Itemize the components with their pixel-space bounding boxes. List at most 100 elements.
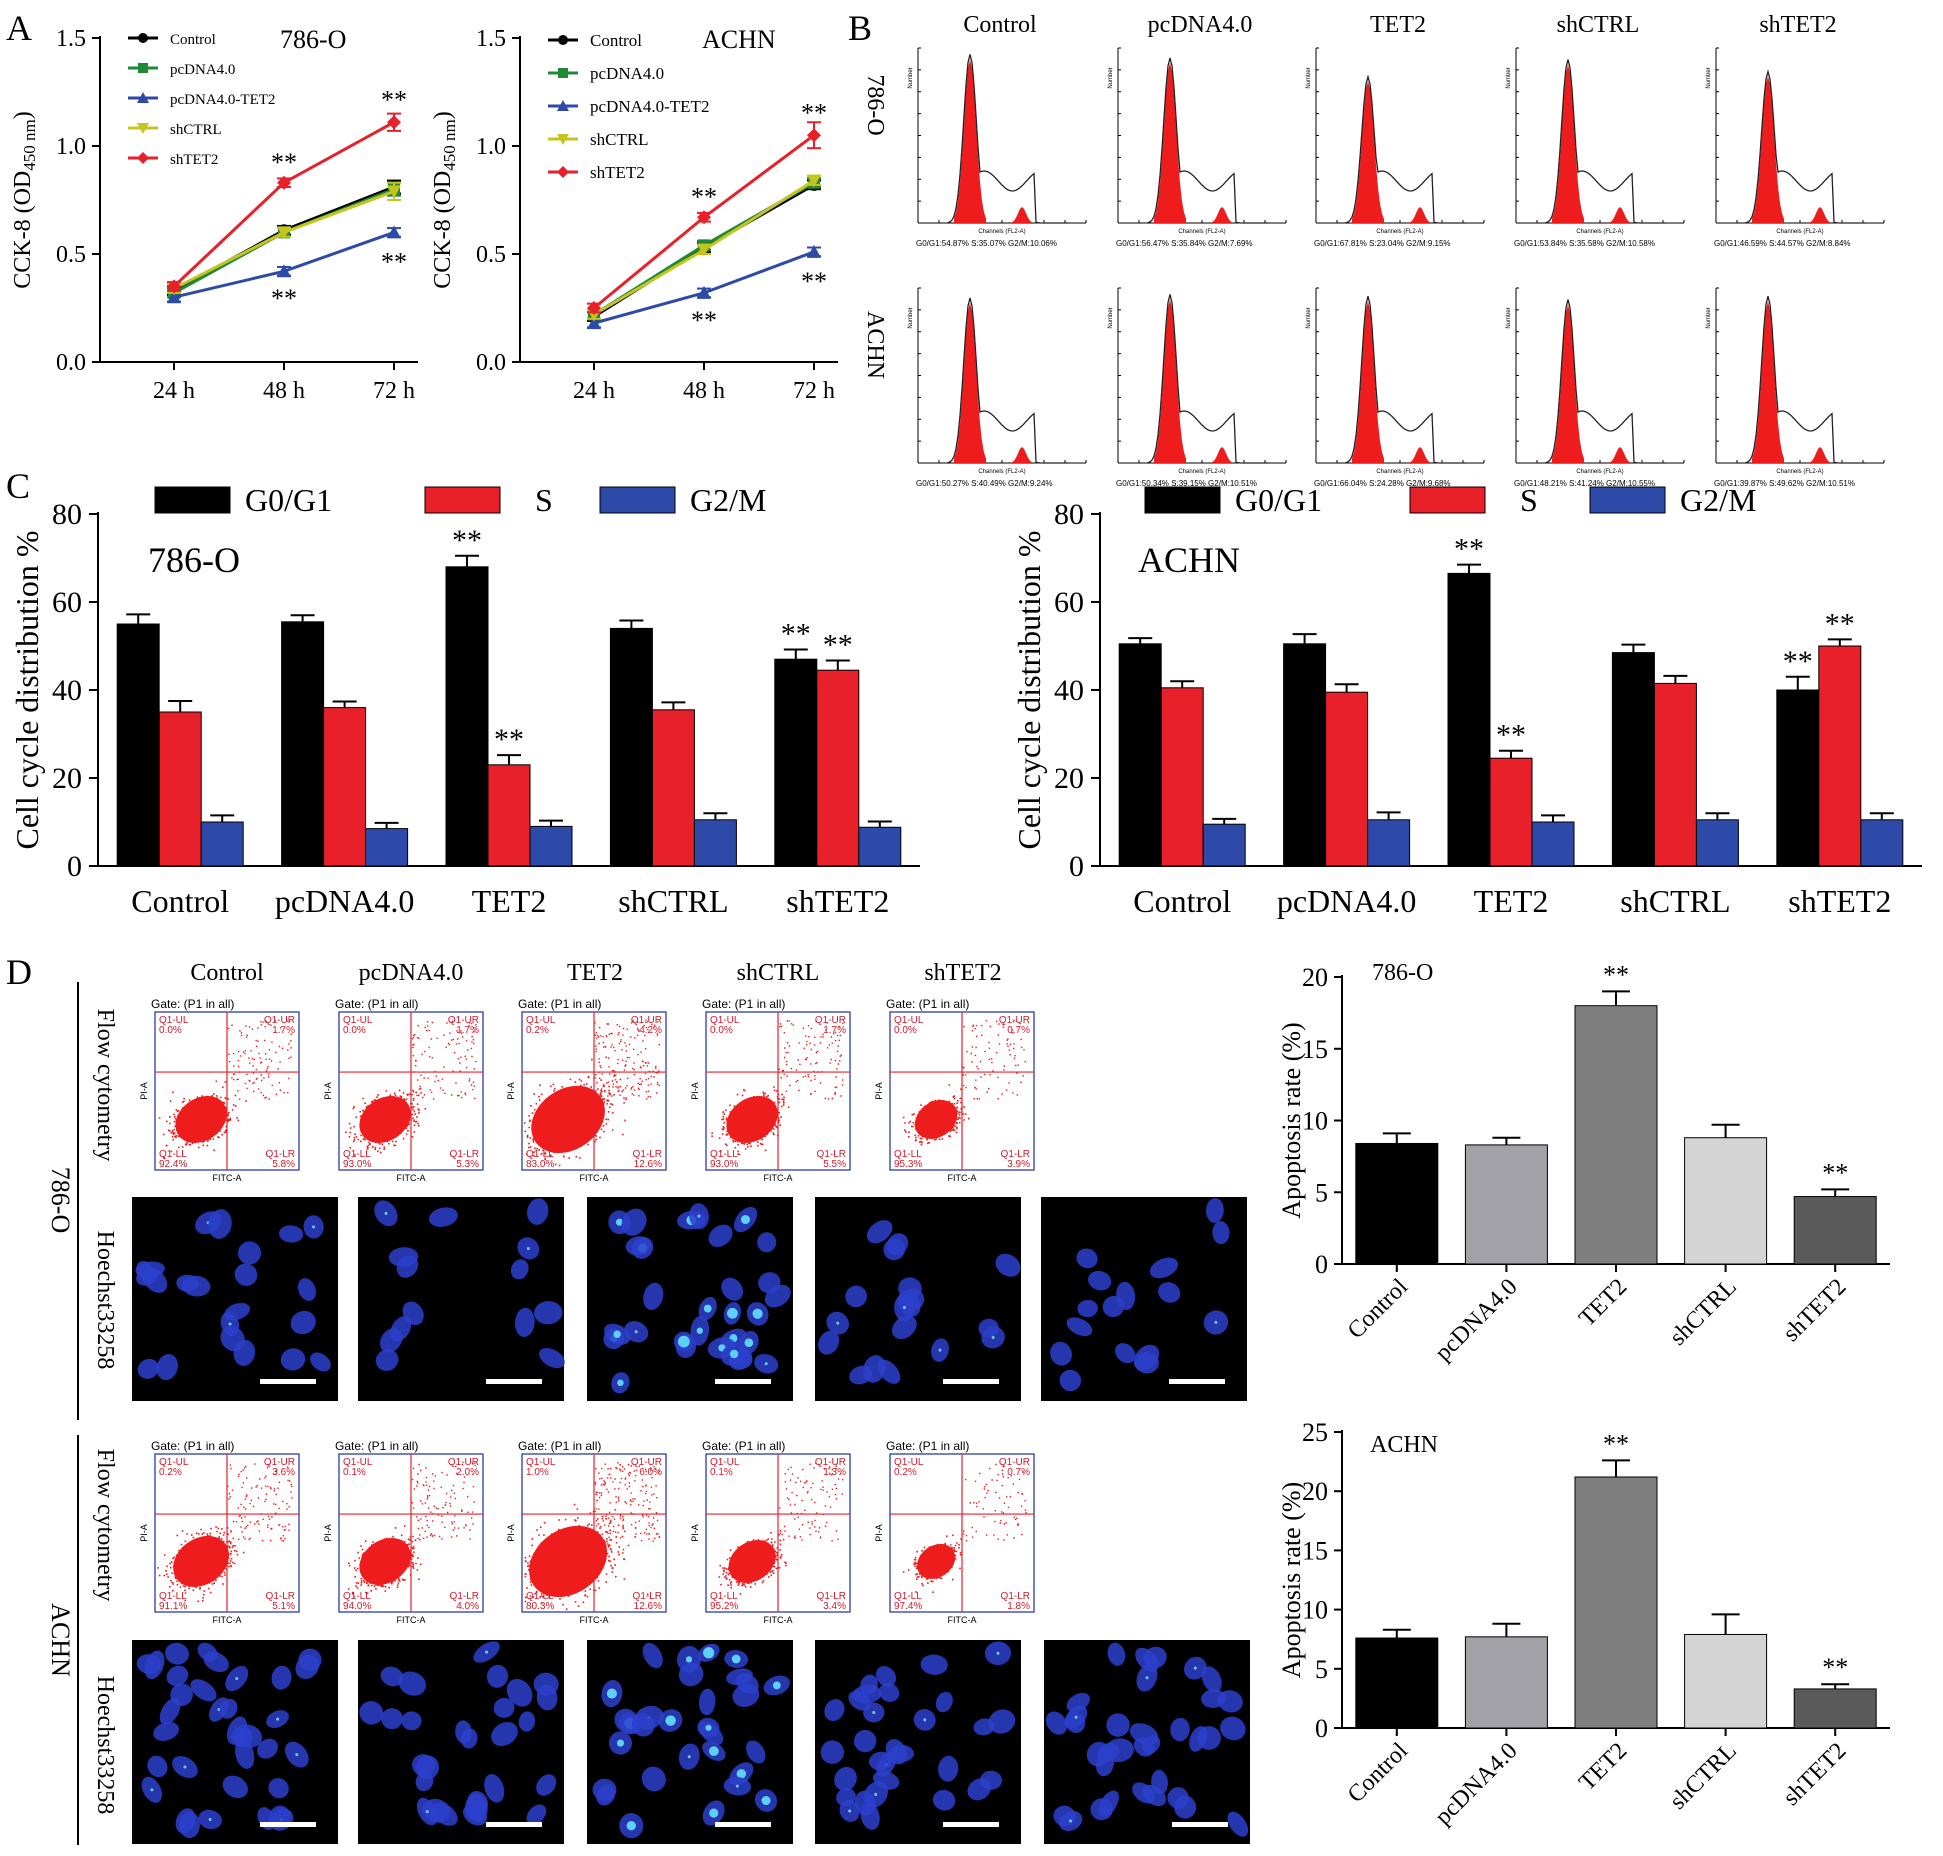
x-tick-label: pcDNA4.0: [1430, 1738, 1522, 1830]
nucleus: [898, 1277, 922, 1300]
apoptosis-chart-achn: 0 5 10 15 20 25 Apoptosis rate (%) ACHN Control p…: [1277, 1418, 1890, 1830]
panel-label-b: B: [848, 8, 872, 48]
nucleus: [208, 1209, 232, 1239]
nucleus: [538, 1347, 565, 1369]
x-tick-label: 72 h: [793, 378, 835, 404]
chromatin-spot: [848, 1809, 852, 1813]
chromatin-spot: [836, 1321, 840, 1325]
nucleus: [268, 1778, 289, 1799]
chromatin-spot: [183, 1765, 187, 1769]
data-point: [167, 279, 181, 294]
quadrant-value: 5.1%: [272, 1601, 295, 1612]
histogram-cell: Channels (FL2-A) Number G0/G1:46.59% S:44.…: [1706, 47, 1885, 248]
condensed-chromatin: [626, 1820, 636, 1831]
chromatin-spot: [1069, 1819, 1073, 1823]
histogram-column-label: TET2: [1370, 12, 1426, 38]
condensed-chromatin: [613, 1330, 621, 1338]
histogram-x-label: Channels (FL2-A): [978, 469, 1025, 475]
quadrant-name: Q1-UL: [894, 1015, 924, 1026]
histogram-y-label: Number: [1706, 67, 1712, 88]
bar: [323, 707, 367, 867]
histogram-x-label: Channels (FL2-A): [1178, 469, 1225, 475]
legend-label: S: [535, 482, 553, 518]
y-tick-label: 25: [1302, 1418, 1328, 1447]
chart-title: 786-O: [148, 540, 240, 580]
nucleus: [1102, 1295, 1125, 1318]
y-axis-label: PI-A: [506, 1524, 516, 1542]
scatter-core: [359, 1537, 411, 1585]
nucleus: [853, 1729, 877, 1753]
scatter-core: [917, 1543, 956, 1579]
bar: [445, 566, 489, 867]
quadrant-name: Q1-UL: [710, 1457, 740, 1468]
histogram-outline: [1745, 69, 1866, 224]
x-tick-label: Control: [131, 883, 229, 919]
quadrant-name: Q1-LR: [266, 1149, 295, 1160]
quadrant-value: 4.2%: [639, 1025, 662, 1036]
nucleus: [280, 1348, 306, 1371]
nucleus: [297, 1278, 317, 1301]
nucleus: [860, 1802, 880, 1830]
apoptosis-column-label: pcDNA4.0: [359, 960, 464, 986]
bar: [1464, 1144, 1548, 1265]
chromatin-spot: [735, 1784, 739, 1788]
nucleus: [1066, 1692, 1091, 1712]
x-tick-label: 48 h: [683, 378, 725, 404]
x-tick-label: shTET2: [1778, 1738, 1851, 1811]
g2-peak: [1610, 447, 1630, 463]
hoechst-image: [815, 1640, 1021, 1844]
y-tick-label: 60: [52, 586, 82, 619]
quadrant-value: 0.2%: [159, 1467, 182, 1478]
histogram-outline: [1545, 299, 1666, 464]
bar: [365, 828, 409, 867]
y-axis-label: Apoptosis rate (%): [1277, 1022, 1306, 1218]
bar: [774, 658, 818, 867]
x-axis-label: FITC-A: [764, 1615, 793, 1625]
nucleus: [526, 1198, 549, 1225]
chromatin-spot: [872, 1711, 876, 1715]
y-tick-label: 0: [1315, 1250, 1328, 1279]
nucleus: [938, 1755, 959, 1782]
nucleus: [845, 1285, 867, 1308]
nucleus: [877, 1359, 901, 1384]
legend-label: shCTRL: [590, 130, 649, 149]
significance-mark: **: [1822, 1158, 1848, 1187]
quadrant-name: Q1-UR: [999, 1457, 1030, 1468]
nucleus: [380, 1666, 404, 1687]
histogram-row-label: 786-O: [862, 74, 888, 135]
bar: [1447, 572, 1491, 867]
nucleus: [533, 1301, 563, 1325]
chromatin-spot: [276, 1717, 280, 1721]
quadrant-value: 95.3%: [894, 1159, 922, 1170]
x-tick-label: pcDNA4.0: [1277, 883, 1417, 919]
condensed-chromatin: [665, 1715, 676, 1726]
histogram-x-label: Channels (FL2-A): [978, 229, 1025, 235]
quadrant-value: 3.4%: [823, 1601, 846, 1612]
dot-plot: Gate: (P1 in all) Q1-UL0.1% Q1-UR1.3% Q1-LL…: [690, 1439, 851, 1625]
histogram-x-label: Channels (FL2-A): [1776, 229, 1823, 235]
gate-label: Gate: (P1 in all): [518, 997, 601, 1011]
scatter-core: [914, 1099, 958, 1139]
hoechst-image: [587, 1640, 793, 1844]
nucleus: [486, 1664, 509, 1688]
g2-peak: [1212, 207, 1232, 223]
nucleus: [1142, 1784, 1167, 1807]
quadrant-name: Q1-LR: [1001, 1149, 1030, 1160]
chromatin-spot: [425, 1810, 429, 1814]
dot-plot: Gate: (P1 in all) Q1-UL1.0% Q1-UR6.0% Q1-LL…: [506, 1439, 667, 1625]
g2-peak: [1212, 447, 1232, 463]
g1-peak: [954, 302, 986, 463]
panel-label-a: A: [6, 8, 32, 48]
y-tick-label: 60: [1054, 586, 1084, 619]
nucleus: [159, 1697, 181, 1725]
histogram-cell: Channels (FL2-A) Number G0/G1:50.34% S:39.…: [1108, 287, 1287, 488]
nucleus: [1106, 1713, 1130, 1737]
x-tick-label: Control: [1133, 883, 1231, 919]
histogram-cell: Channels (FL2-A) Number G0/G1:56.47% S:35.…: [1108, 47, 1287, 248]
histogram-outline: [947, 297, 1068, 464]
gate-label: Gate: (P1 in all): [886, 997, 969, 1011]
quadrant-value: 0.0%: [710, 1025, 733, 1036]
nucleus: [1189, 1726, 1208, 1752]
y-tick-label: 1.5: [476, 26, 506, 52]
